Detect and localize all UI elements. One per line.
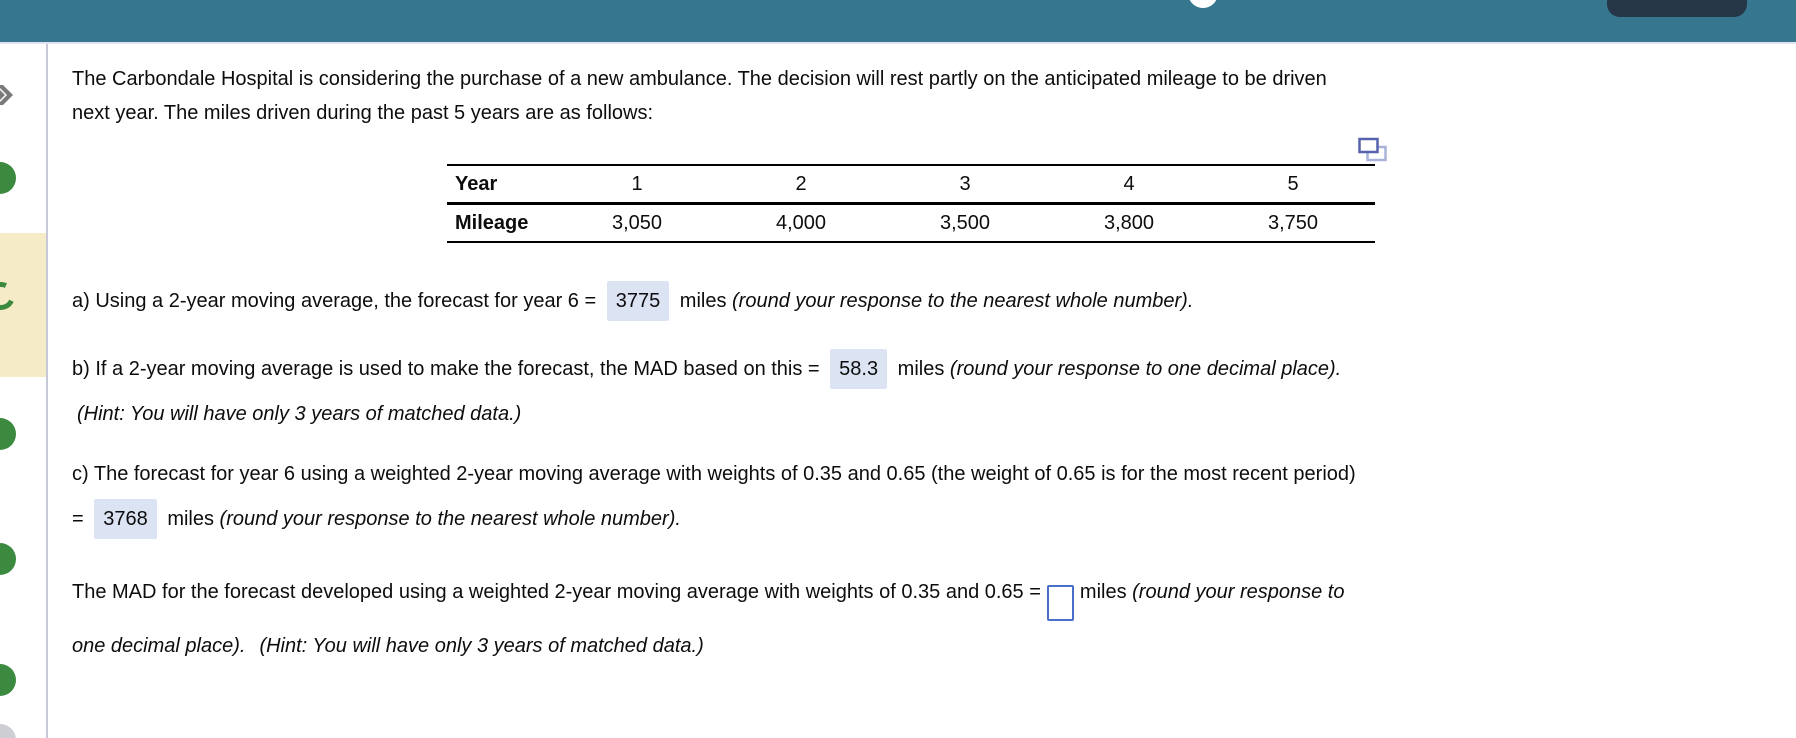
problem-text-line2: next year. The miles driven during the p… [72, 102, 654, 124]
question-d-note-end: one decimal place). [72, 634, 246, 657]
problem-statement: The Carbondale Hospital is considering t… [72, 62, 1756, 130]
question-b-unit: miles [897, 358, 945, 380]
question-icon-gray[interactable] [0, 724, 16, 738]
question-b-hint: (Hint: You will have only 3 years of mat… [77, 403, 522, 425]
question-content: The Carbondale Hospital is considering t… [48, 44, 1796, 738]
question-a-unit: miles [679, 290, 727, 312]
problem-text-line1: The Carbondale Hospital is considering t… [72, 68, 1327, 90]
year-cell: 2 [719, 165, 883, 205]
table-row: Mileage 3,050 4,000 3,500 3,800 3,750 [447, 204, 1375, 243]
question-nav-sidebar [0, 44, 48, 738]
mileage-cell: 3,750 [1267, 212, 1319, 234]
answer-input-d[interactable] [1046, 584, 1074, 621]
completed-question-icon[interactable] [0, 162, 16, 194]
question-d-hint: (Hint: You will have only 3 years of mat… [259, 634, 704, 657]
question-c: c) The forecast for year 6 using a weigh… [72, 457, 1756, 539]
header-button[interactable] [1607, 0, 1747, 17]
mileage-cell: 3,500 [939, 212, 991, 234]
completed-question-icon[interactable] [0, 664, 16, 696]
mileage-cell: 3,800 [1103, 212, 1155, 234]
answer-field-b[interactable]: 58.3 [830, 349, 888, 389]
header-circle-icon[interactable] [1188, 0, 1218, 8]
question-d-unit: miles [1079, 581, 1127, 603]
answer-field-c[interactable]: 3768 [94, 499, 157, 539]
year-cell: 1 [555, 165, 719, 205]
question-d-text: The MAD for the forecast developed using… [72, 581, 1041, 603]
row-header-mileage: Mileage [455, 212, 529, 234]
question-d: The MAD for the forecast developed using… [72, 575, 1756, 663]
year-cell: 5 [1211, 165, 1375, 205]
question-c-note: (round your response to the nearest whol… [219, 508, 681, 530]
question-a-note: (round your response to the nearest whol… [732, 290, 1194, 312]
mileage-table-container: Year 1 2 3 4 5 Mileage 3,050 4,000 3,500… [447, 137, 1387, 243]
row-header-year: Year [447, 165, 555, 205]
app-header [0, 0, 1796, 44]
year-cell: 4 [1047, 165, 1211, 205]
question-c-unit: miles [167, 508, 214, 530]
mileage-cell: 3,050 [611, 212, 663, 234]
question-a-text: a) Using a 2-year moving average, the fo… [72, 290, 597, 312]
copy-table-icon[interactable] [1358, 137, 1388, 164]
question-d-note-start: (round your response to [1132, 581, 1345, 603]
question-b-text: b) If a 2-year moving average is used to… [72, 358, 820, 380]
table-row: Year 1 2 3 4 5 [447, 165, 1375, 205]
completed-question-icon[interactable] [0, 543, 16, 575]
question-a: a) Using a 2-year moving average, the fo… [72, 281, 1756, 321]
year-cell: 3 [883, 165, 1047, 205]
current-question-highlight [0, 233, 46, 377]
mileage-table: Year 1 2 3 4 5 Mileage 3,050 4,000 3,500… [447, 164, 1375, 243]
question-c-equals: = [72, 508, 84, 530]
completed-question-icon[interactable] [0, 418, 16, 450]
question-b-note: (round your response to one decimal plac… [949, 358, 1342, 380]
question-c-text: c) The forecast for year 6 using a weigh… [72, 463, 1356, 485]
double-chevron-right-icon[interactable] [0, 83, 16, 107]
question-b: b) If a 2-year moving average is used to… [72, 349, 1756, 431]
answer-field-a[interactable]: 3775 [606, 281, 670, 321]
mileage-cell: 4,000 [775, 212, 827, 234]
